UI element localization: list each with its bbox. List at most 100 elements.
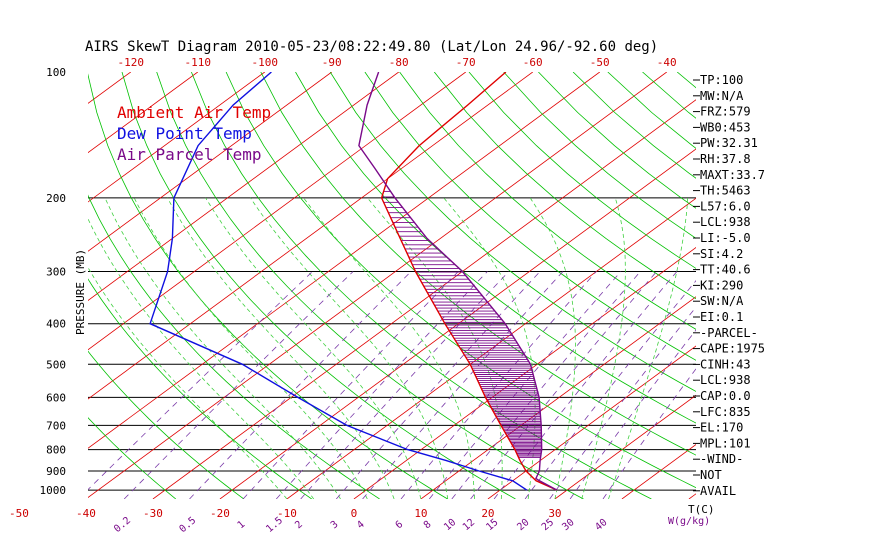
mixing-ratio-line [276,271,488,499]
moist-adiabat-line [104,197,341,499]
legend-entry: Dew Point Temp [117,124,252,143]
bottom-temp-tick-label: 10 [414,507,427,520]
index-label: AVAIL [700,484,736,498]
mixing-ratio-tick-label: 4 [355,519,367,531]
dry-adiabat-line [88,350,245,499]
temp-axis-unit: T(C) [688,503,715,516]
index-label: L57:6.0 [700,199,751,213]
isotherm-line [0,72,64,499]
dry-adiabat-line [364,72,696,361]
pressure-tick-label: 1000 [40,484,67,497]
top-temp-tick-label: -80 [389,56,409,69]
top-temp-tick-label: -50 [590,56,610,69]
mixing-ratio-tick-label: 0.2 [112,515,133,535]
index-label: WB0:453 [700,120,751,134]
dry-adiabat-line [121,72,516,499]
top-temp-tick-label: -70 [456,56,476,69]
index-label: RH:37.8 [700,152,751,166]
isotherm-line [88,72,198,154]
bottom-temp-tick-label: 20 [481,507,494,520]
mixing-ratio-tick-label: 3 [329,519,341,531]
y-axis-label: PRESSURE (MB) [74,249,87,335]
index-label: LI:-5.0 [700,231,751,245]
mixing-ratio-tick-label: 6 [394,519,406,531]
bottom-temp-tick-label: 0 [351,507,358,520]
mixing-ratio-line [362,271,564,499]
index-label: EI:0.1 [700,310,743,324]
bottom-temp-tick-label: -10 [277,507,297,520]
mixing-ratio-line [123,271,354,499]
legend-entry: Air Parcel Temp [117,145,262,164]
isotherm-line [219,148,696,499]
bottom-temp-tick-label: -30 [143,507,163,520]
chart-title: AIRS SkewT Diagram 2010-05-23/08:22:49.8… [85,39,658,55]
moist-adiabat-line [88,266,288,499]
pressure-tick-label: 200 [46,192,66,205]
dry-adiabat-line [399,72,696,330]
moist-adiabat-line [133,197,368,499]
dry-adiabat-line [816,72,870,499]
mixing-ratio-tick-label: 12 [461,517,477,533]
index-label: CINH:43 [700,357,751,371]
dry-adiabat-line [88,417,177,499]
isotherm-line [88,72,466,351]
isotherm-line [88,72,265,203]
dry-adiabat-line [191,72,652,499]
dry-adiabat-line [88,194,380,499]
pressure-tick-label: 300 [46,266,66,279]
mixing-ratio-tick-label: 20 [515,517,531,533]
mixing-ratio-line [602,368,696,499]
dew-point-line [149,72,528,491]
mixing-ratio-line [242,271,459,499]
pressure-tick-label: 800 [46,444,66,457]
dry-adiabat-line [329,72,696,392]
index-label: TT:40.6 [700,263,751,277]
dry-adiabat-line [88,278,312,499]
moist-adiabat-line [581,197,626,499]
ambient-temp-line [380,72,558,491]
dry-adiabat-line [295,72,696,424]
mixing-ratio-line [569,329,696,499]
dry-adiabat-line [260,72,696,456]
top-temp-tick-label: -60 [523,56,543,69]
mixing-ratio-unit: W(g/kg) [668,516,710,527]
isotherm-line [88,72,600,449]
index-label: EL:170 [700,421,743,435]
index-label: -PARCEL- [700,326,758,340]
index-label: -WIND- [700,452,743,466]
mixing-ratio-line [470,271,657,499]
mixing-ratio-line [524,280,696,499]
isotherm-line [487,345,696,499]
bottom-temp-tick-label: -20 [210,507,230,520]
pressure-tick-label: 500 [46,358,66,371]
mixing-ratio-line [428,271,622,499]
top-temp-tick-label: -90 [322,56,342,69]
mixing-ratio-tick-label: 30 [560,517,576,533]
pressure-tick-label: 700 [46,419,66,432]
index-label: TP:100 [700,73,743,87]
index-label: NOT [700,468,722,482]
pressure-tick-label: 400 [46,318,66,331]
moist-adiabat-line [608,197,689,499]
index-label: FRZ:579 [700,105,751,119]
mixing-ratio-line [335,271,541,499]
index-label: SI:4.2 [700,247,743,261]
bottom-temp-tick-label: -40 [76,507,96,520]
index-label: CAP:0.0 [700,389,751,403]
moist-adiabat-line [529,197,576,499]
moist-adiabat-line [303,197,475,499]
mixing-ratio-line [300,271,510,499]
top-temp-tick-label: -100 [251,56,278,69]
index-label: KI:290 [700,278,743,292]
top-temp-tick-label: -120 [117,56,144,69]
dry-adiabat-line [433,72,696,300]
moist-adiabat-line [167,197,395,499]
top-temp-tick-label: -40 [657,56,677,69]
pressure-tick-label: 100 [46,66,66,79]
dry-adiabat-line [156,72,584,499]
mixing-ratio-line [400,271,597,499]
index-label: TH:5463 [700,184,751,198]
dry-adiabat-line [88,73,448,499]
isotherm-line [88,72,399,301]
